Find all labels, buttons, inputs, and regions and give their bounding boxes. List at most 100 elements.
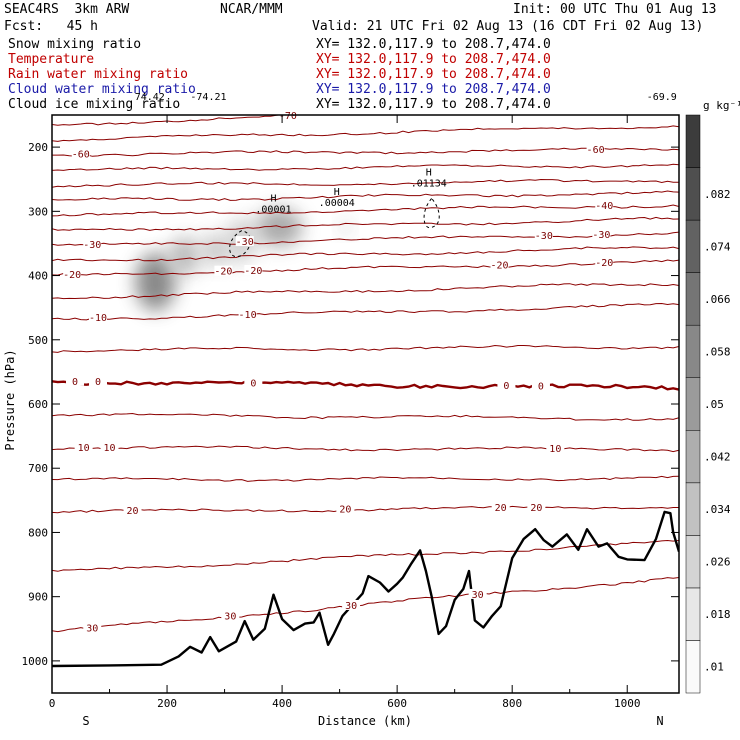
terrain-line: [52, 510, 679, 668]
isotherm-label: -30: [83, 240, 101, 251]
isotherm-label: 20: [530, 503, 542, 514]
top-label: -69.9: [647, 92, 677, 103]
isotherm-label: -10: [89, 313, 107, 324]
isotherm-label: 20: [339, 504, 351, 515]
y-tick-label: 800: [28, 526, 48, 539]
isotherm-label-bg: [546, 443, 565, 454]
y-tick-label: 600: [28, 398, 48, 411]
colorbar-bin: [685, 430, 701, 484]
y-tick-label: 400: [28, 270, 48, 283]
isotherm-label: 0: [503, 381, 509, 392]
isotherm-line: [52, 505, 679, 514]
isotherm-label-bg: [71, 148, 90, 159]
field-xy-temperature: XY= 132.0,117.9 to 208.7,474.0: [316, 52, 551, 67]
isotherm-label: -60: [587, 145, 605, 156]
isotherm-label-bg: [342, 599, 361, 610]
colorbar-bin: [685, 219, 701, 273]
y-tick-label: 300: [28, 205, 48, 218]
isotherm-line: [52, 379, 679, 391]
colorbar-unit: g kg⁻¹: [703, 99, 740, 112]
colorbar-bin: [685, 167, 701, 221]
field-xy-rain: XY= 132.0,117.9 to 208.7,474.0: [316, 67, 551, 82]
isotherm-label-bg: [89, 375, 108, 386]
y-tick-label: 200: [28, 141, 48, 154]
colorbar-bin: [685, 587, 701, 641]
x-tick-label: 1000: [614, 697, 641, 710]
isotherm-label-bg: [491, 502, 510, 513]
axes: 0 200 400 600 800 100020030040050060070080090…: [22, 115, 679, 710]
isotherm-label: -10: [239, 310, 257, 321]
isotherm-line: [52, 163, 679, 171]
colorbar: .01 .018 .026 .034 .042 .05 .058 .066 .074 .082 g …: [685, 99, 740, 694]
north-label: N: [656, 714, 663, 728]
isotherm-label-bg: [531, 380, 550, 391]
isotherm-line: [52, 115, 300, 126]
isotherm-labels: -70 -60 -60 -40 -30 -30 -30 -30 -20 -20 -20 -20 -20 -…: [63, 92, 677, 634]
snow-cell: [256, 208, 303, 247]
isotherm-label-bg: [336, 503, 355, 514]
isotherm-label-bg: [89, 312, 108, 323]
isotherm-label: -20: [63, 270, 81, 281]
isotherm-label-bg: [244, 265, 263, 276]
isotherm-line: [52, 577, 679, 633]
init-time: Init: 00 UTC Thu 01 Aug 13: [513, 2, 717, 17]
field-name-cloud-ice: Cloud ice mixing ratio: [8, 97, 181, 112]
top-label: -74.21: [190, 92, 226, 103]
isotherm-label-bg: [592, 228, 611, 239]
y-tick-label: 900: [28, 591, 48, 604]
field-xy-cloud-water: XY= 132.0,117.9 to 208.7,474.0: [316, 82, 551, 97]
isotherm-line: [52, 344, 679, 353]
isotherm-label-bg: [63, 269, 82, 280]
y-axis-label: Pressure (hPa): [3, 349, 17, 450]
isotherm-label-bg: [534, 229, 553, 240]
isotherm-label-bg: [490, 259, 509, 270]
x-tick-label: 200: [157, 697, 177, 710]
snow-cell: [168, 237, 201, 276]
colorbar-label: .058: [704, 345, 731, 358]
isotherm-label: 0: [538, 382, 544, 393]
isotherm-label: -30: [236, 237, 254, 248]
isotherm-line: [52, 204, 679, 217]
colorbar-label: .034: [704, 503, 731, 516]
field-xy-cloud-ice: XY= 132.0,117.9 to 208.7,474.0: [316, 97, 551, 112]
isotherm-line: [52, 246, 679, 262]
isotherm-label-bg: [83, 622, 102, 633]
colorbar-label: .082: [704, 188, 731, 201]
isotherm-label-bg: [123, 505, 142, 516]
max-marker: H: [270, 193, 276, 204]
y-tick-label: 1000: [22, 655, 49, 668]
isotherm-label-bg: [100, 441, 119, 452]
isotherm-line: [52, 283, 679, 300]
field-xy-snow: XY= 132.0,117.9 to 208.7,474.0: [316, 37, 551, 52]
isotherm-label: 10: [78, 443, 90, 454]
isotherm-label: 0: [95, 377, 101, 388]
colorbar-label: .042: [704, 451, 731, 464]
isotherm-label-bg: [66, 375, 85, 386]
isotherm-line: [52, 190, 679, 201]
isotherm-label-bg: [595, 200, 614, 211]
isotherm-label: -20: [595, 258, 613, 269]
isotherm-label: 30: [345, 601, 357, 612]
isotherm-label-bg: [595, 257, 614, 268]
colorbar-bin: [685, 114, 701, 168]
ice-contour: [423, 198, 440, 229]
x-tick-label: 600: [387, 697, 407, 710]
isotherm-label: 10: [103, 443, 115, 454]
isotherm-label: -20: [244, 266, 262, 277]
plot-frame: [51, 114, 680, 694]
isotherm-label: 0: [250, 379, 256, 390]
colorbar-label: .074: [704, 240, 731, 253]
x-tick-label: 400: [272, 697, 292, 710]
isotherm-label-bg: [497, 380, 516, 391]
isotherm-line: [52, 259, 679, 276]
x-tick-label: 0: [49, 697, 56, 710]
colorbar-bin: [685, 482, 701, 536]
field-name-rain: Rain water mixing ratio: [8, 67, 189, 82]
isotherm-label: -20: [490, 260, 508, 271]
isotherm-label-bg: [586, 143, 605, 154]
colorbar-bin: [685, 377, 701, 431]
isotherm-line: [52, 231, 679, 246]
isotherm-label-bg: [244, 377, 263, 388]
isotherm-label: -60: [72, 150, 90, 161]
isotherm-line: [52, 302, 679, 321]
